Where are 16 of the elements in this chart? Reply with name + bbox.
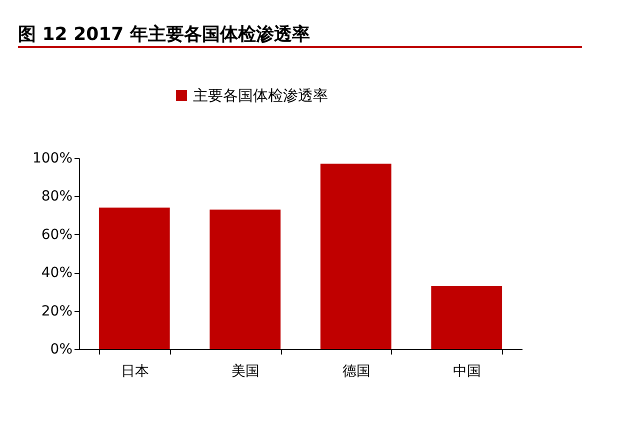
x-tick-label: 美国 — [232, 364, 260, 380]
chart-title: 图 12 2017 年主要各国体检渗透率 — [18, 0, 582, 48]
y-tick-label: 80% — [41, 188, 72, 205]
bar — [431, 286, 502, 349]
x-tick-label: 日本 — [120, 364, 149, 380]
y-tick-label: 20% — [41, 303, 72, 320]
bar — [210, 210, 281, 349]
bar — [320, 164, 392, 349]
x-tick-label: 中国 — [453, 364, 482, 380]
x-tick-label: 德国 — [342, 364, 370, 380]
y-tick-label: 100% — [32, 150, 72, 166]
y-tick-label: 60% — [41, 226, 72, 243]
legend-label: 主要各国体检渗透率 — [193, 86, 328, 104]
y-tick-label: 40% — [41, 265, 72, 282]
y-tick-label: 0% — [50, 342, 72, 358]
bar — [98, 208, 170, 349]
